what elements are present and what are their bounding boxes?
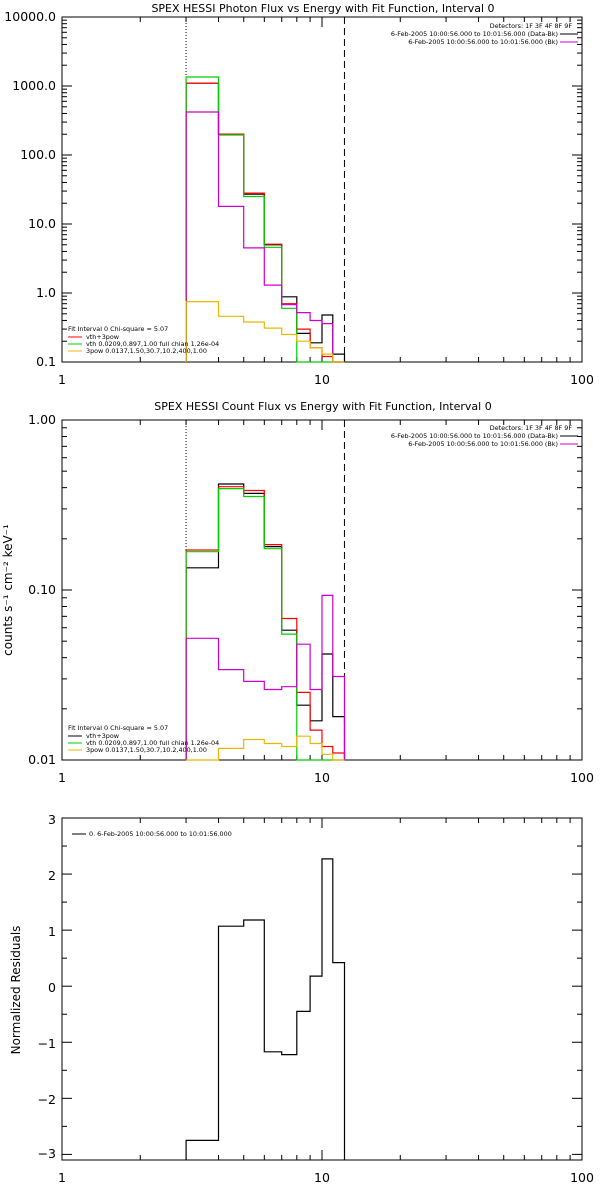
photon-vlines bbox=[185, 17, 345, 362]
count-x-tick-label-100: 100 bbox=[570, 770, 594, 785]
photon-flux-panel: SPEX HESSI Photon Flux vs Energy with Fi… bbox=[4, 2, 594, 387]
photon-legend-vth-3pow: vth+3pow bbox=[86, 333, 119, 341]
series-line-2 bbox=[185, 488, 345, 761]
count-x-tick-label-10: 10 bbox=[314, 770, 330, 785]
residuals-y-tick-label-neg2: −2 bbox=[38, 1092, 56, 1107]
photon-y-ticks bbox=[62, 16, 582, 363]
count-vlines bbox=[185, 420, 345, 760]
residuals-y-tick-label-1: 1 bbox=[48, 924, 56, 939]
photon-series bbox=[185, 76, 346, 363]
count-flux-panel: SPEX HESSI Count Flux vs Energy with Fit… bbox=[1, 400, 594, 785]
residuals-x-tick-label-100: 100 bbox=[570, 1170, 594, 1185]
residuals-x-tick-label-10: 10 bbox=[314, 1170, 330, 1185]
count-y-tick-label-0.10: 0.10 bbox=[28, 582, 56, 597]
residuals-x-ticks bbox=[61, 818, 571, 1160]
count-x-tick-label-1: 1 bbox=[58, 770, 66, 785]
series-line-4 bbox=[186, 735, 345, 761]
count-series bbox=[185, 483, 346, 761]
count-legend-3pow: 3pow 0.0137,1.50,30.7,10.2,400,1.00 bbox=[86, 746, 207, 754]
photon-y-tick-label-1000: 1000.0 bbox=[12, 78, 56, 93]
photon-y-tick-label-1: 1.0 bbox=[36, 285, 56, 300]
residuals-legend: 0. 6-Feb-2005 10:00:56.000 to 10:01:56.0… bbox=[89, 830, 232, 838]
photon-panel-title: SPEX HESSI Photon Flux vs Energy with Fi… bbox=[151, 2, 494, 15]
photon-x-ticks bbox=[61, 17, 571, 362]
photon-legend-bk: 6-Feb-2005 10:00:56.000 to 10:01:56.000 … bbox=[408, 38, 558, 46]
count-legend-data-bk: 6-Feb-2005 10:00:56.000 to 10:01:56.000 … bbox=[391, 432, 558, 440]
residuals-y-axis-label: Normalized Residuals bbox=[9, 926, 23, 1055]
series-line-0 bbox=[185, 858, 346, 1160]
count-y-tick-label-1.00: 1.00 bbox=[28, 412, 56, 427]
photon-fit-header: Fit Interval 0 Chi-square = 5.07 bbox=[68, 325, 168, 333]
residuals-y-tick-label-3: 3 bbox=[48, 812, 56, 827]
photon-y-tick-label-10: 10.0 bbox=[28, 216, 56, 231]
photon-x-tick-label-100: 100 bbox=[570, 372, 594, 387]
count-fit-header: Fit Interval 0 Chi-square = 5.07 bbox=[68, 724, 168, 732]
series-line-2 bbox=[185, 76, 345, 363]
photon-legend-3pow: 3pow 0.0137,1.50,30.7,10.2,400,1.00 bbox=[86, 347, 207, 355]
residuals-x-tick-label-1: 1 bbox=[58, 1170, 66, 1185]
residuals-series bbox=[185, 858, 346, 1160]
photon-legend-data-bk: 6-Feb-2005 10:00:56.000 to 10:01:56.000 … bbox=[391, 30, 558, 38]
series-line-4 bbox=[185, 301, 345, 363]
photon-legend-vth: vth 0.0209,0.897,1.00 full chian 1.26e-0… bbox=[86, 340, 219, 348]
residuals-y-ticks bbox=[62, 817, 582, 1155]
count-legend-vth-3pow: vth+3pow bbox=[86, 732, 119, 740]
photon-y-tick-label-100: 100.0 bbox=[20, 147, 56, 162]
series-line-1 bbox=[185, 486, 346, 760]
photon-x-tick-label-10: 10 bbox=[314, 372, 330, 387]
residuals-y-tick-label-neg3: −3 bbox=[38, 1146, 56, 1161]
photon-plot-frame bbox=[61, 16, 583, 363]
photon-y-tick-label-10000: 10000.0 bbox=[4, 9, 56, 24]
count-y-tick-label-0.01: 0.01 bbox=[28, 752, 56, 767]
residuals-y-tick-label-neg1: −1 bbox=[38, 1036, 56, 1051]
count-x-ticks bbox=[61, 420, 571, 760]
photon-detectors-label: Detectors: 1F 3F 4F 8F 9F bbox=[490, 22, 573, 30]
residuals-y-tick-label-2: 2 bbox=[48, 868, 56, 883]
count-detectors-label: Detectors: 1F 3F 4F 8F 9F bbox=[490, 424, 573, 432]
photon-x-tick-label-1: 1 bbox=[58, 372, 66, 387]
series-line-0 bbox=[185, 483, 346, 760]
count-legend-vth: vth 0.0209,0.897,1.00 full chian 1.26e-0… bbox=[86, 739, 219, 747]
residuals-y-tick-label-0: 0 bbox=[48, 980, 56, 995]
count-y-axis-label: counts s⁻¹ cm⁻² keV⁻¹ bbox=[1, 524, 15, 656]
series-line-3 bbox=[185, 111, 345, 363]
series-line-3 bbox=[185, 594, 346, 760]
count-panel-title: SPEX HESSI Count Flux vs Energy with Fit… bbox=[154, 400, 491, 413]
photon-y-tick-label-0.1: 0.1 bbox=[36, 354, 56, 369]
count-y-ticks bbox=[62, 419, 582, 761]
residuals-panel: 1 10 100 −3 −2 −1 0 1 2 3 Normalized Res… bbox=[9, 812, 594, 1185]
count-legend-bk: 6-Feb-2005 10:00:56.000 to 10:01:56.000 … bbox=[408, 440, 558, 448]
